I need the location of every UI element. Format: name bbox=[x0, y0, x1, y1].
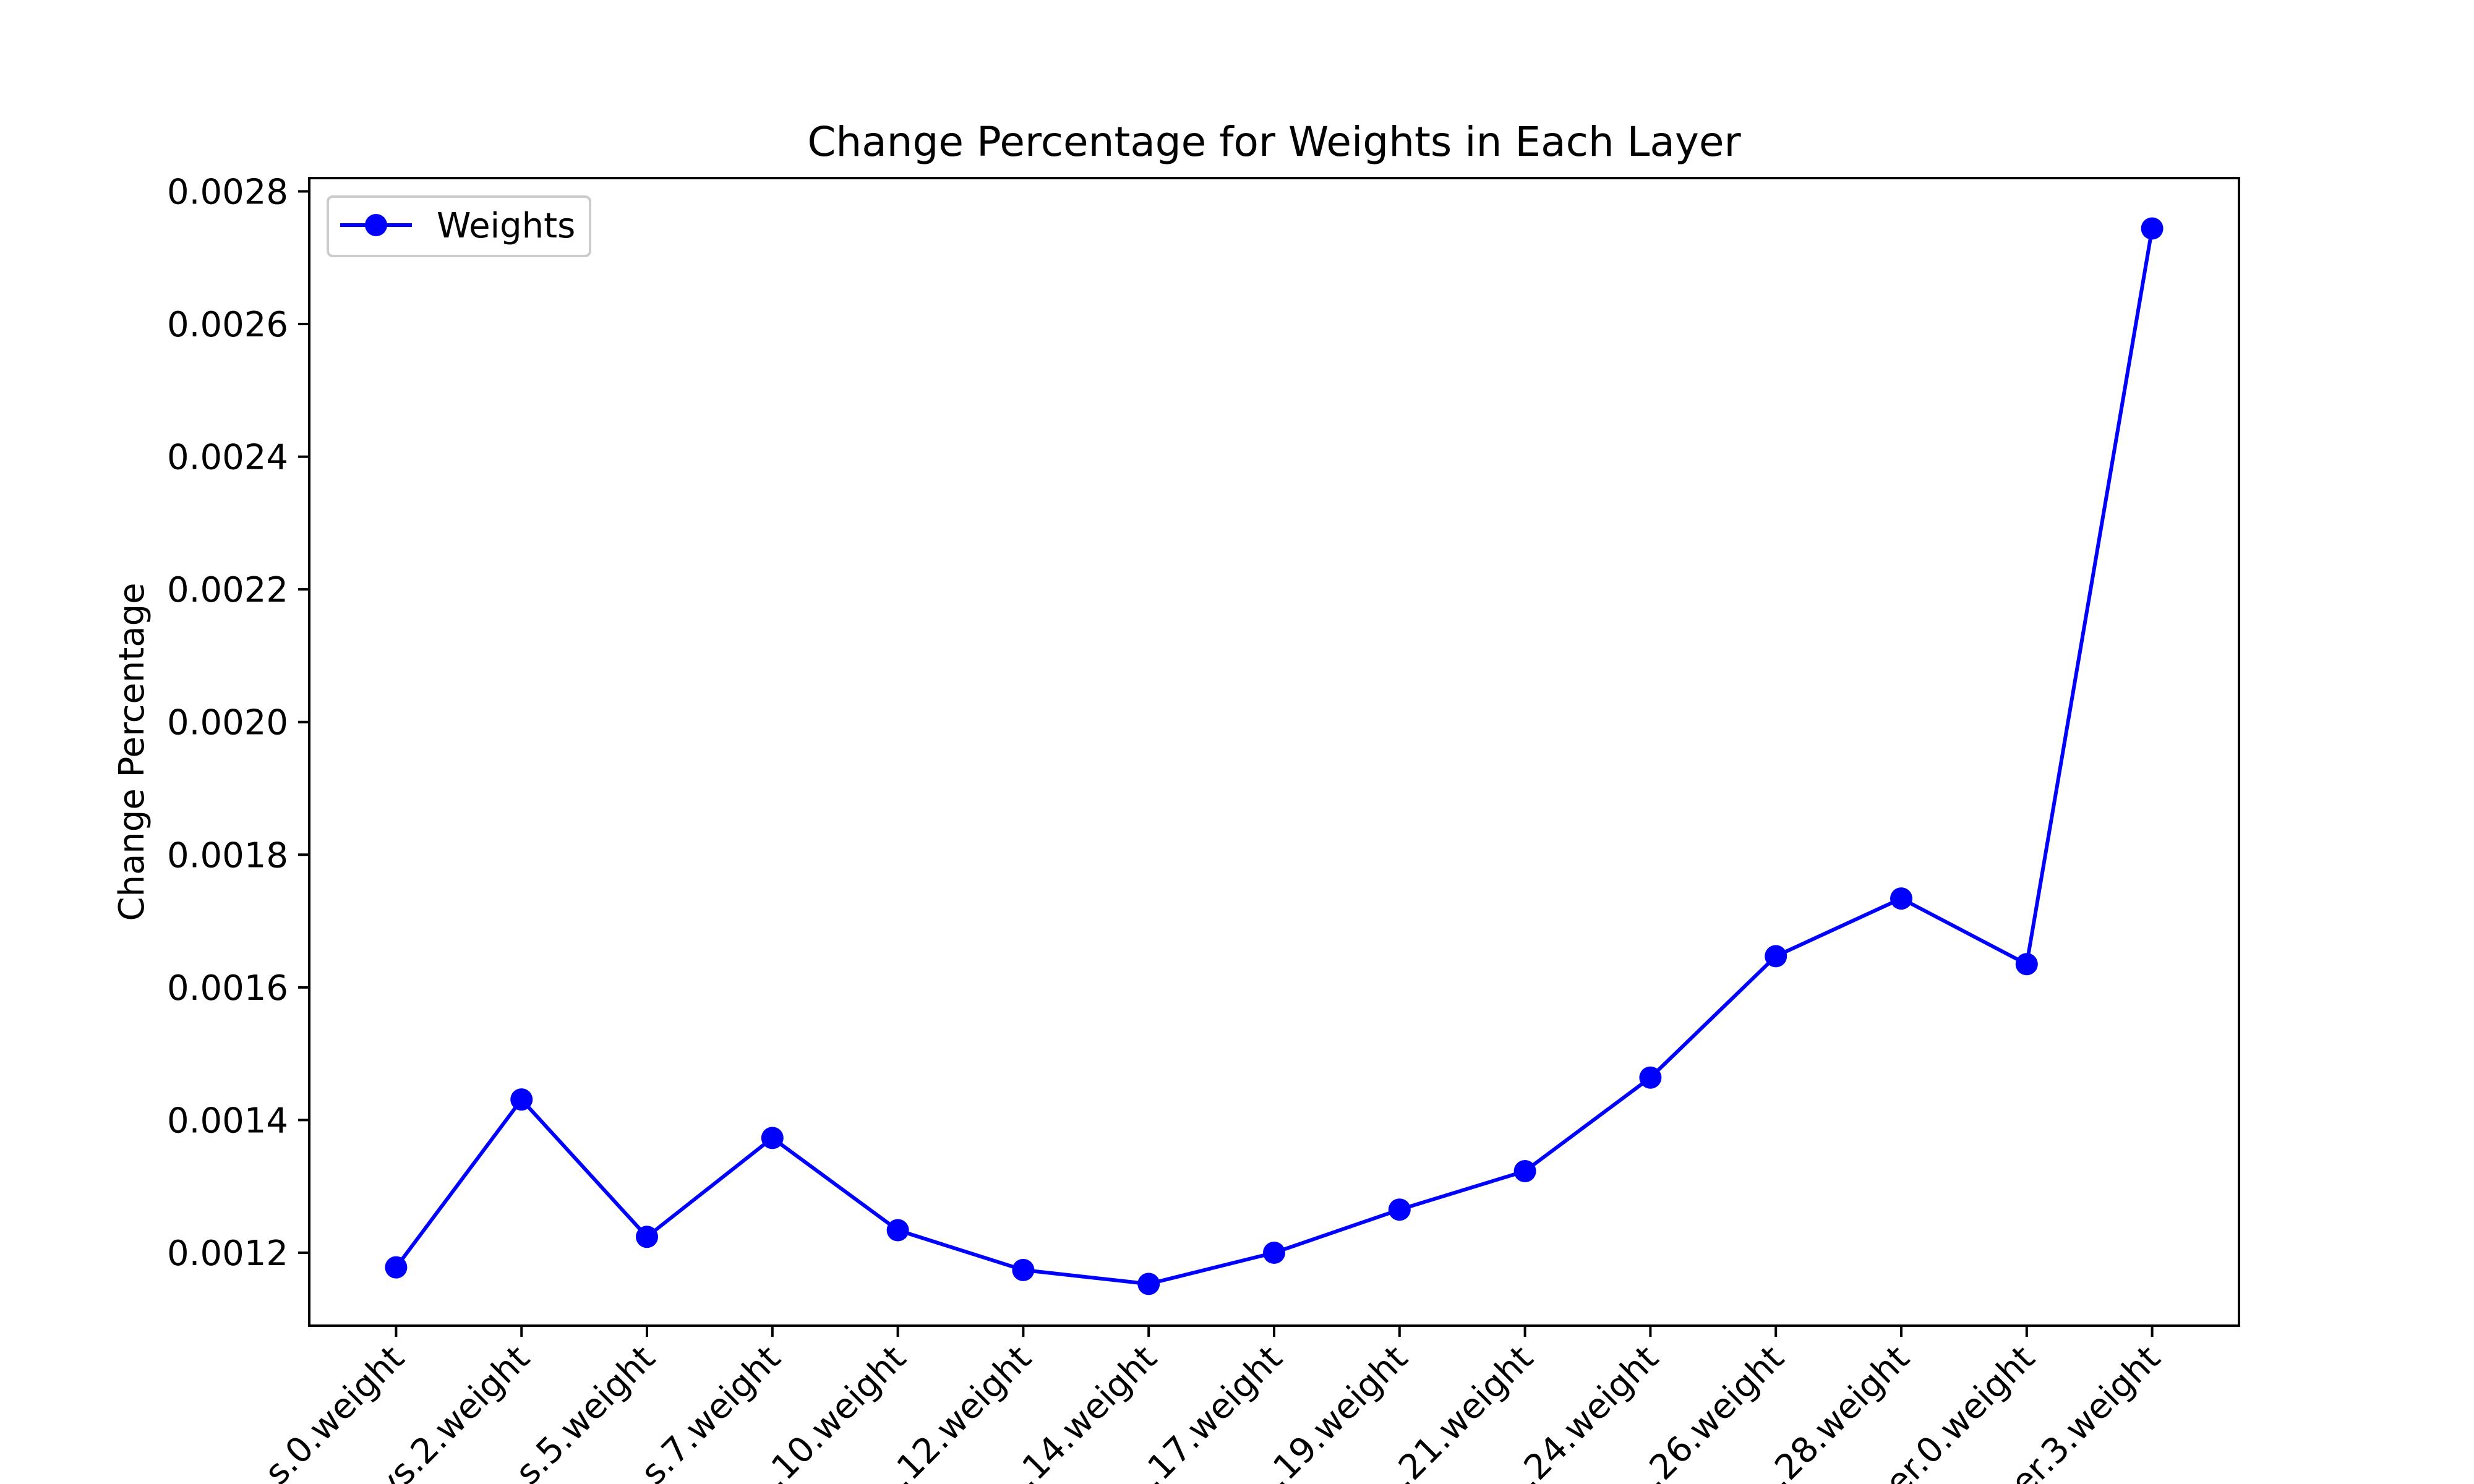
y-tick-label: 0.0014 bbox=[167, 1101, 288, 1141]
data-point bbox=[886, 1219, 909, 1242]
data-point bbox=[1513, 1160, 1536, 1183]
y-tick-label: 0.0026 bbox=[167, 305, 288, 345]
data-point bbox=[1263, 1241, 1285, 1264]
data-point bbox=[761, 1127, 784, 1149]
data-point bbox=[2141, 217, 2164, 240]
data-point bbox=[1137, 1273, 1160, 1295]
y-tick-label: 0.0022 bbox=[167, 570, 288, 610]
y-tick-label: 0.0012 bbox=[167, 1234, 288, 1274]
data-point bbox=[2015, 953, 2038, 976]
chart-title: Change Percentage for Weights in Each La… bbox=[807, 118, 1741, 166]
plot-area bbox=[309, 178, 2239, 1326]
data-point bbox=[1890, 887, 1912, 910]
y-axis-label: Change Percentage bbox=[112, 582, 152, 921]
legend: Weights bbox=[327, 195, 591, 257]
data-point bbox=[1388, 1198, 1411, 1221]
data-point bbox=[1765, 945, 1787, 968]
data-point bbox=[1012, 1258, 1035, 1281]
plot-frame bbox=[308, 177, 2240, 1327]
data-point bbox=[636, 1226, 658, 1248]
y-tick-label: 0.0016 bbox=[167, 968, 288, 1009]
series-layer bbox=[385, 217, 2164, 1295]
legend-frame bbox=[327, 195, 591, 257]
y-tick-label: 0.0018 bbox=[167, 835, 288, 876]
y-tick-label: 0.0028 bbox=[167, 172, 288, 212]
y-axis: 0.0012 0.0014 0.0016 0.0018 0.0020 0.0022 0.00… bbox=[167, 172, 309, 1274]
y-tick-label: 0.0024 bbox=[167, 438, 288, 478]
data-point bbox=[510, 1088, 533, 1111]
y-tick-label: 0.0020 bbox=[167, 703, 288, 743]
legend-marker bbox=[365, 214, 387, 236]
legend-label: Weights bbox=[437, 206, 575, 246]
data-point bbox=[385, 1256, 408, 1279]
data-point bbox=[1639, 1066, 1662, 1089]
